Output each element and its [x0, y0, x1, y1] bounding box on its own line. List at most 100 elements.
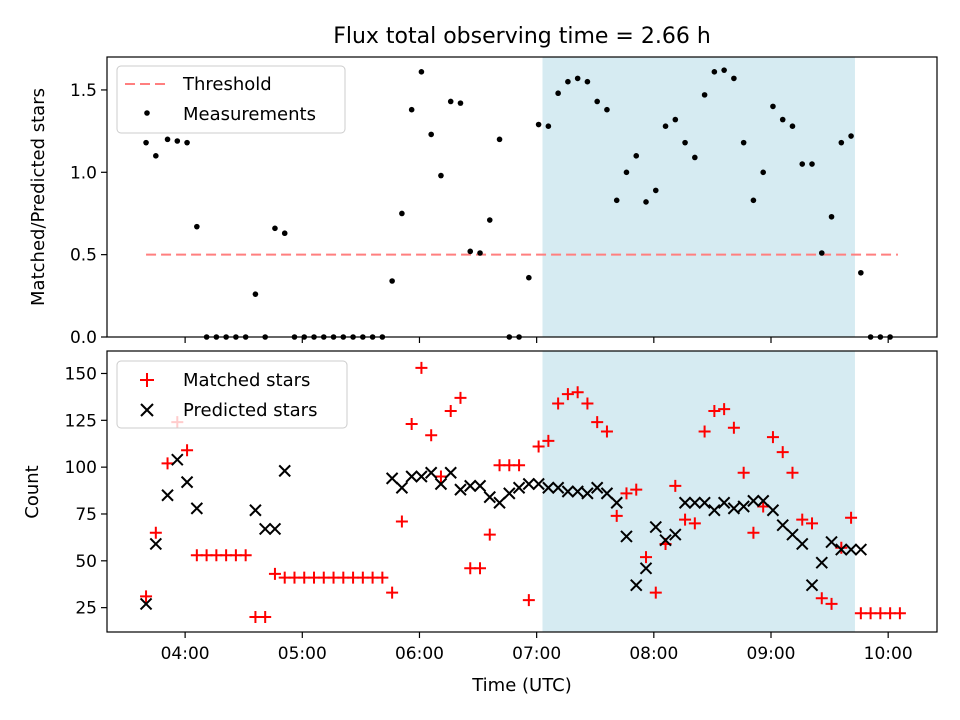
matched-star-marker — [513, 459, 526, 472]
predicted-star-marker — [512, 481, 526, 494]
bottom-y-tick-label: 100 — [65, 458, 97, 478]
predicted-star-marker — [737, 500, 750, 513]
matched-star-marker — [552, 397, 565, 410]
matched-star-marker — [444, 404, 457, 417]
measurement-point — [799, 161, 806, 167]
measurement-point — [779, 116, 786, 123]
measurement-point — [272, 225, 278, 232]
matched-star-marker — [405, 418, 418, 431]
matched-star-marker — [610, 509, 623, 522]
predicted-star-marker — [190, 502, 204, 515]
matched-star-marker — [825, 597, 838, 610]
predicted-star-marker — [258, 522, 272, 536]
bottom-legend: Matched stars Predicted stars — [116, 360, 348, 429]
measurement-point — [858, 269, 864, 276]
measurement-point — [692, 154, 698, 161]
predicted-star-marker — [503, 487, 516, 500]
measurement-point — [740, 139, 747, 146]
top-plot-frame — [106, 56, 938, 338]
predicted-star-marker — [805, 578, 819, 592]
predicted-star-marker — [669, 528, 682, 541]
bottom-y-axis-label: Count — [22, 465, 43, 518]
measurement-point — [760, 169, 766, 176]
matched-star-marker — [806, 517, 819, 530]
matched-star-marker — [483, 528, 496, 541]
predicted-star-marker — [825, 535, 838, 549]
measurement-point — [652, 187, 659, 194]
predicted-star-marker — [747, 494, 760, 508]
measurement-point — [711, 69, 718, 75]
measurement-point — [594, 98, 600, 105]
predicted-star-marker — [561, 485, 575, 498]
predicted-star-marker — [835, 543, 848, 556]
matched-star-marker — [893, 607, 906, 620]
predicted-star-marker — [698, 496, 711, 509]
predicted-star-marker — [766, 504, 780, 517]
top-panel: 0.0 0.5 1.0 1.5 Matched/Predicted stars Thr… — [28, 56, 938, 348]
matched-star-marker — [796, 513, 809, 526]
bottom-panel: 25 50 75 100 125 150 04:00 05:00 06:00 07:00 08:0… — [22, 350, 938, 696]
predicted-star-marker — [424, 466, 438, 479]
matched-star-marker — [757, 500, 770, 513]
measurement-point — [584, 78, 591, 85]
bottom-y-tick-label: 150 — [65, 364, 97, 384]
matched-star-marker — [688, 517, 701, 530]
matched-star-marker — [149, 526, 162, 539]
matched-star-marker — [747, 526, 760, 539]
matched-star-marker — [140, 590, 153, 603]
measurement-point — [457, 100, 464, 106]
matched-star-marker — [181, 444, 194, 457]
predicted-star-marker — [473, 479, 487, 493]
matched-star-marker — [434, 470, 447, 483]
measurement-point — [143, 139, 149, 146]
matched-star-marker — [532, 440, 545, 453]
legend-matched-swatch — [140, 373, 154, 387]
matched-star-marker — [737, 466, 750, 479]
predicted-star-marker — [405, 470, 418, 483]
predicted-star-marker — [268, 522, 282, 536]
predicted-star-marker — [756, 494, 770, 508]
measurement-point — [662, 123, 669, 129]
measurement-point — [477, 250, 483, 256]
bottom-x-tick-label: 05:00 — [278, 644, 327, 664]
matched-star-marker — [640, 551, 653, 564]
measurement-point — [701, 92, 708, 98]
measurement-point — [184, 139, 190, 146]
matched-star-marker — [542, 434, 555, 447]
measurement-point — [574, 75, 581, 82]
measurement-point — [555, 90, 561, 97]
matched-star-marker — [649, 586, 662, 599]
predicted-star-marker — [581, 487, 594, 500]
measurement-point — [486, 217, 493, 223]
predicted-star-marker — [610, 496, 623, 509]
bottom-x-tick-label: 08:00 — [629, 644, 678, 664]
predicted-star-marker — [649, 520, 662, 534]
bottom-x-tick-label: 10:00 — [864, 644, 913, 664]
matched-star-marker — [600, 425, 613, 438]
legend-threshold-label: Threshold — [182, 74, 272, 95]
measurement-point — [838, 139, 845, 146]
matched-star-marker — [669, 479, 682, 492]
predicted-star-marker — [385, 472, 399, 485]
measurement-point — [281, 230, 288, 237]
predicted-star-marker — [278, 464, 291, 478]
predicted-star-marker — [161, 489, 174, 502]
predicted-star-marker — [786, 528, 799, 541]
matched-star-marker — [415, 361, 428, 374]
top-y-tick-label: 0.5 — [70, 246, 97, 266]
matched-star-marker — [425, 429, 438, 442]
predicted-star-marker — [571, 485, 584, 498]
bottom-y-tick-label: 75 — [75, 505, 97, 525]
measurement-point — [613, 197, 620, 204]
matched-star-marker — [268, 567, 281, 580]
top-legend-box — [116, 65, 346, 134]
bottom-y-tick-label: 50 — [75, 552, 97, 572]
predicted-star-marker — [493, 496, 506, 509]
predicted-star-marker — [542, 481, 555, 494]
bottom-legend-box — [116, 360, 348, 429]
predicted-star-marker — [630, 578, 643, 592]
measurement-point — [526, 274, 532, 281]
matched-star-marker — [630, 483, 643, 496]
legend-matched-label: Matched stars — [183, 370, 310, 391]
